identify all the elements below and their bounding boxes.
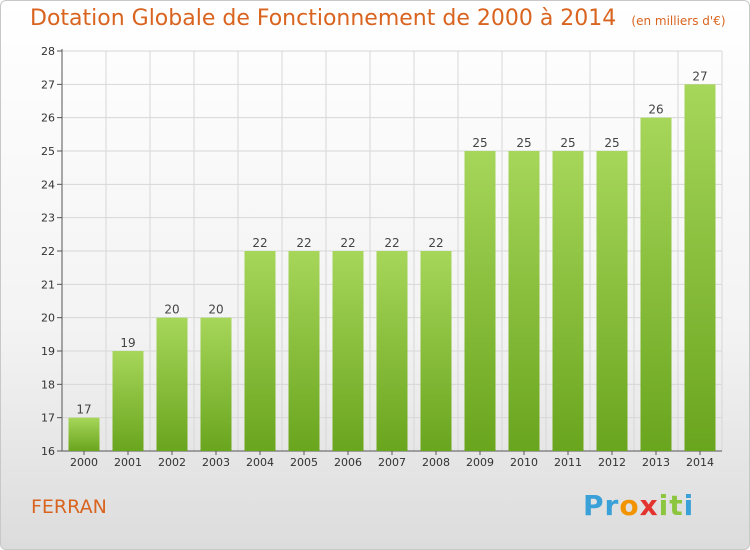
bar-value-label: 22: [428, 236, 443, 250]
bar-value-label: 26: [648, 103, 663, 117]
y-tick-label: 16: [41, 445, 55, 458]
bar-value-label: 27: [692, 69, 707, 83]
x-tick-label: 2007: [378, 456, 406, 469]
bar: [596, 151, 628, 451]
commune-name: FERRAN: [31, 496, 107, 518]
bar-value-label: 20: [164, 303, 179, 317]
y-tick-label: 25: [41, 145, 55, 158]
bar-value-label: 17: [76, 403, 91, 417]
logo-letter: t: [669, 489, 684, 522]
x-tick-label: 2011: [554, 456, 582, 469]
bar: [464, 151, 496, 451]
labels: 17 2000 19 2001 20 2002 20 2003 22 2004 22 2005 22 20…: [70, 69, 714, 469]
bar: [244, 251, 276, 451]
x-tick-label: 2009: [466, 456, 494, 469]
x-tick-label: 2006: [334, 456, 362, 469]
bar-value-label: 22: [252, 236, 267, 250]
y-tick-label: 28: [41, 45, 55, 58]
x-tick-label: 2005: [290, 456, 318, 469]
bar: [156, 317, 188, 451]
y-tick-label: 17: [41, 412, 55, 425]
x-tick-label: 2010: [510, 456, 538, 469]
bar-value-label: 22: [384, 236, 399, 250]
y-tick-label: 24: [41, 178, 55, 191]
bar: [376, 251, 408, 451]
x-tick-label: 2013: [642, 456, 670, 469]
bar: [508, 151, 540, 451]
bar: [552, 151, 584, 451]
chart-title: Dotation Globale de Fonctionnement de 20…: [30, 6, 617, 31]
bar: [684, 84, 716, 451]
y-tick-label: 21: [41, 278, 55, 291]
chart-subtitle: (en milliers d'€): [631, 14, 726, 28]
bar: [112, 351, 144, 451]
bars: [68, 84, 716, 452]
bar-value-label: 25: [516, 136, 531, 150]
x-tick-label: 2008: [422, 456, 450, 469]
y-tick-label: 23: [41, 212, 55, 225]
x-tick-label: 2012: [598, 456, 626, 469]
logo-letter: P: [583, 489, 605, 522]
bar-value-label: 22: [296, 236, 311, 250]
y-tick-label: 22: [41, 245, 55, 258]
bar-value-label: 20: [208, 303, 223, 317]
bar-value-label: 22: [340, 236, 355, 250]
proxiti-logo: Proxiti: [583, 489, 694, 522]
y-tick-label: 18: [41, 378, 55, 391]
y-tick-label: 20: [41, 312, 55, 325]
bar: [332, 251, 364, 451]
bar: [200, 317, 232, 451]
bar: [420, 251, 452, 451]
logo-letter: x: [639, 489, 659, 522]
x-tick-label: 2001: [114, 456, 142, 469]
logo-letter: i: [658, 489, 670, 522]
bar-value-label: 19: [120, 336, 135, 350]
chart-title-line: Dotation Globale de Fonctionnement de 20…: [30, 6, 726, 31]
x-tick-label: 2003: [202, 456, 230, 469]
y-tick-label: 26: [41, 112, 55, 125]
bar-value-label: 25: [604, 136, 619, 150]
x-tick-label: 2004: [246, 456, 274, 469]
bar: [68, 417, 100, 451]
x-tick-label: 2014: [686, 456, 714, 469]
bar: [640, 117, 672, 452]
logo-letter: r: [604, 489, 620, 522]
y-tick-label: 27: [41, 78, 55, 91]
bar-value-label: 25: [560, 136, 575, 150]
bar: [288, 251, 320, 451]
x-tick-label: 2000: [70, 456, 98, 469]
logo-letter: i: [683, 489, 695, 522]
logo-letter: o: [619, 489, 640, 522]
x-tick-label: 2002: [158, 456, 186, 469]
y-tick-label: 19: [41, 345, 55, 358]
bar-value-label: 25: [472, 136, 487, 150]
